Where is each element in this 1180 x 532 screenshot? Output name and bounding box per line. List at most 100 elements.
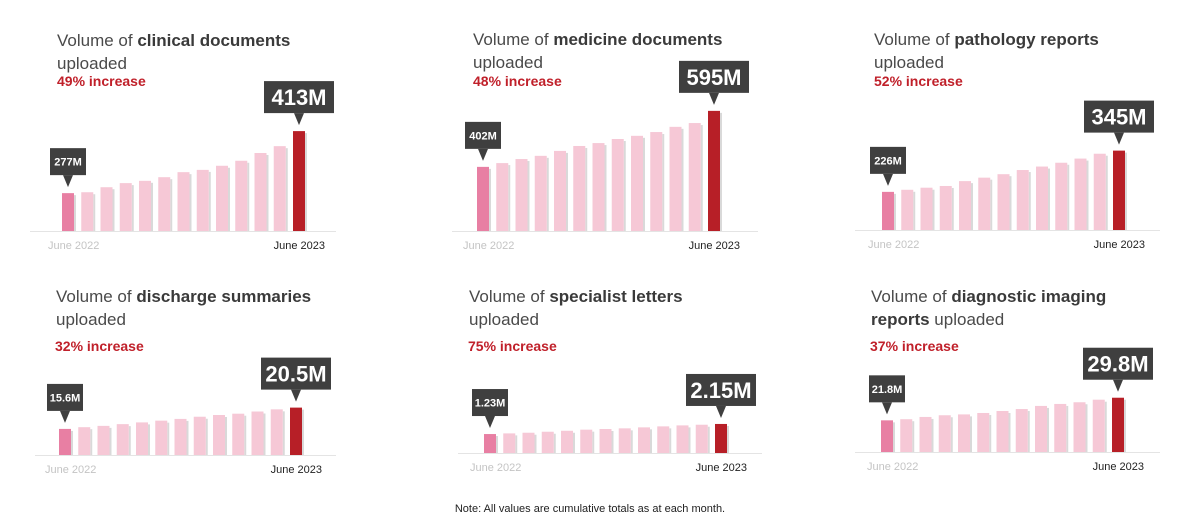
title-segment: clinical documents: [137, 31, 291, 50]
bar: [116, 424, 129, 455]
bar-shadow: [131, 185, 134, 231]
title-segment: specialist letters: [549, 287, 683, 306]
bar-shadow: [688, 427, 691, 453]
callout-label: 413M: [271, 85, 326, 110]
x-end-label: June 2023: [274, 240, 325, 252]
bar: [901, 189, 914, 230]
bar: [688, 123, 701, 231]
bar: [1055, 162, 1068, 230]
bar: [638, 427, 650, 453]
title-segment: reports: [871, 310, 930, 329]
bar-shadow: [508, 165, 511, 231]
bar-shadow: [1047, 407, 1049, 452]
bar: [676, 425, 689, 453]
bar: [1112, 397, 1124, 452]
x-start-label: June 2022: [868, 239, 919, 251]
title-segment: uploaded: [56, 310, 126, 329]
callout-label: 226M: [874, 155, 902, 167]
bar: [996, 411, 1009, 452]
bar: [695, 424, 708, 453]
bar-shadow: [585, 147, 588, 231]
callout-label: 1.23M: [475, 398, 506, 410]
bar-shadow: [707, 426, 710, 453]
callout-pointer: [60, 410, 70, 423]
bar-shadow: [623, 141, 626, 231]
first-value-callout: 226M: [870, 146, 906, 186]
bar-shadow: [74, 195, 76, 231]
bar-shadow: [566, 152, 568, 231]
bar-shadow: [489, 168, 491, 231]
bar-shadow: [1105, 155, 1108, 230]
bar: [273, 146, 286, 231]
title-segment: Volume of: [871, 287, 952, 306]
bar-shadow: [1027, 411, 1030, 452]
bar: [97, 425, 110, 455]
bar-shadow: [228, 167, 230, 231]
callout-pointer: [478, 148, 488, 161]
bar-shadow: [727, 425, 729, 453]
bar: [669, 126, 682, 231]
bar-shadow: [1009, 176, 1012, 230]
callout-label: 21.8M: [872, 384, 903, 396]
x-end-label: June 2023: [1094, 239, 1145, 251]
bar-shadow: [285, 148, 288, 231]
bar-shadow: [302, 409, 304, 455]
x-end-label: June 2023: [696, 462, 747, 474]
bar: [708, 110, 720, 231]
bar-shadow: [1008, 413, 1011, 452]
bar-shadow: [951, 187, 954, 230]
bar-shadow: [266, 155, 269, 231]
bar: [193, 416, 206, 455]
callout-label: 402M: [469, 130, 497, 142]
bar: [251, 411, 264, 455]
bar-shadow: [1066, 405, 1069, 452]
bar-shadow: [894, 193, 896, 230]
bar-shadow: [546, 157, 549, 231]
increase-label: 37% increase: [870, 338, 959, 354]
callout-pointer: [1113, 379, 1123, 392]
bar-shadow: [186, 420, 189, 455]
bar-shadow: [244, 415, 247, 455]
chart-title: Volume of specialist letters uploaded: [469, 285, 683, 331]
title-segment: uploaded: [57, 54, 127, 73]
bar: [1016, 170, 1029, 230]
bar-shadow: [534, 434, 537, 453]
last-value-callout: 595M: [679, 60, 749, 105]
bar-shadow: [932, 189, 935, 230]
last-value-callout: 29.8M: [1083, 347, 1153, 392]
x-start-label: June 2022: [867, 461, 918, 473]
bar-shadow: [93, 194, 96, 231]
title-segment: Volume of: [874, 30, 955, 49]
bar-shadow: [527, 161, 530, 231]
bar-shadow: [128, 426, 131, 455]
title-segment: pathology reports: [954, 30, 1099, 49]
callout-label: 15.6M: [50, 392, 81, 404]
bar: [213, 415, 225, 455]
bar-shadow: [553, 433, 556, 453]
bar: [235, 160, 248, 231]
x-start-label: June 2022: [48, 240, 99, 252]
chart-title: Volume of pathology reports uploaded: [874, 28, 1099, 74]
bar-shadow: [971, 183, 973, 230]
bar: [715, 423, 727, 453]
title-segment: discharge summaries: [136, 287, 312, 306]
bar: [920, 187, 933, 230]
bar: [919, 416, 932, 452]
increase-label: 75% increase: [468, 338, 557, 354]
bar: [541, 431, 554, 453]
bar: [939, 185, 952, 230]
bar-shadow: [669, 428, 672, 453]
bar: [657, 426, 670, 453]
bar: [522, 432, 535, 453]
bar-shadow: [263, 413, 266, 455]
last-value-callout: 2.15M: [686, 373, 756, 418]
